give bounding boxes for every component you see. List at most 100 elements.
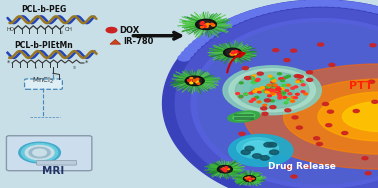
- Circle shape: [195, 80, 197, 82]
- Circle shape: [196, 78, 199, 80]
- Circle shape: [273, 84, 277, 86]
- Text: IR-780: IR-780: [123, 37, 153, 46]
- Circle shape: [22, 144, 58, 162]
- Circle shape: [252, 79, 256, 81]
- Circle shape: [279, 87, 282, 89]
- Circle shape: [282, 84, 286, 86]
- Circle shape: [197, 36, 209, 42]
- Circle shape: [196, 82, 199, 83]
- Circle shape: [248, 178, 250, 179]
- Circle shape: [274, 89, 278, 91]
- Circle shape: [285, 90, 289, 92]
- Circle shape: [221, 168, 223, 170]
- Circle shape: [205, 26, 208, 27]
- Circle shape: [266, 88, 270, 90]
- Circle shape: [245, 77, 251, 80]
- Polygon shape: [110, 39, 121, 44]
- Text: $_{13}$: $_{13}$: [59, 30, 64, 37]
- Circle shape: [226, 167, 228, 168]
- Circle shape: [353, 109, 359, 112]
- Circle shape: [212, 25, 215, 26]
- Circle shape: [276, 86, 280, 88]
- Circle shape: [303, 0, 315, 6]
- Circle shape: [270, 106, 276, 109]
- Circle shape: [252, 75, 256, 77]
- Circle shape: [233, 52, 235, 54]
- Circle shape: [255, 96, 259, 98]
- Circle shape: [249, 178, 251, 179]
- Circle shape: [206, 23, 209, 25]
- Circle shape: [263, 6, 275, 12]
- Circle shape: [272, 88, 276, 90]
- Circle shape: [268, 143, 277, 147]
- Circle shape: [369, 80, 375, 83]
- Circle shape: [267, 85, 271, 86]
- Circle shape: [248, 179, 249, 180]
- Circle shape: [243, 141, 272, 155]
- Circle shape: [249, 77, 253, 79]
- Circle shape: [257, 101, 261, 103]
- Circle shape: [217, 165, 232, 173]
- Circle shape: [270, 5, 282, 11]
- Circle shape: [287, 99, 290, 100]
- Circle shape: [326, 124, 332, 127]
- Circle shape: [270, 90, 274, 92]
- Circle shape: [285, 109, 291, 112]
- Circle shape: [291, 49, 297, 52]
- Circle shape: [303, 165, 309, 168]
- Circle shape: [291, 175, 297, 178]
- Circle shape: [223, 66, 321, 115]
- Circle shape: [327, 110, 333, 113]
- Circle shape: [351, 3, 363, 9]
- Circle shape: [275, 89, 279, 91]
- Circle shape: [271, 90, 274, 92]
- Circle shape: [318, 43, 324, 46]
- Circle shape: [270, 150, 279, 155]
- Circle shape: [299, 80, 303, 82]
- Circle shape: [287, 75, 290, 77]
- Circle shape: [317, 0, 329, 6]
- Circle shape: [257, 91, 261, 93]
- Circle shape: [272, 89, 276, 91]
- Circle shape: [274, 86, 278, 88]
- FancyBboxPatch shape: [25, 79, 62, 89]
- Circle shape: [342, 132, 348, 135]
- Circle shape: [287, 98, 290, 100]
- Circle shape: [192, 40, 204, 46]
- Circle shape: [232, 16, 245, 22]
- Circle shape: [307, 78, 313, 81]
- Circle shape: [266, 88, 270, 89]
- Text: MnCl$_2$: MnCl$_2$: [33, 76, 54, 86]
- Polygon shape: [318, 92, 378, 141]
- Circle shape: [223, 168, 226, 170]
- Circle shape: [271, 91, 275, 92]
- Circle shape: [230, 53, 232, 55]
- Circle shape: [25, 146, 54, 160]
- Circle shape: [296, 81, 300, 83]
- Circle shape: [276, 91, 279, 93]
- Circle shape: [271, 81, 274, 83]
- Circle shape: [190, 82, 193, 84]
- Circle shape: [296, 93, 299, 95]
- Circle shape: [257, 72, 263, 75]
- Circle shape: [201, 22, 204, 23]
- Circle shape: [253, 154, 262, 158]
- Circle shape: [280, 90, 284, 92]
- Circle shape: [248, 177, 249, 178]
- Circle shape: [223, 169, 226, 170]
- Circle shape: [249, 76, 253, 78]
- Circle shape: [227, 169, 229, 170]
- Circle shape: [181, 51, 194, 57]
- Circle shape: [261, 107, 267, 110]
- Circle shape: [249, 177, 251, 178]
- Circle shape: [263, 104, 266, 106]
- Circle shape: [277, 91, 280, 92]
- Circle shape: [277, 89, 280, 91]
- Circle shape: [227, 18, 239, 24]
- Circle shape: [286, 166, 292, 169]
- Circle shape: [19, 142, 60, 163]
- Circle shape: [271, 100, 274, 102]
- Circle shape: [189, 43, 201, 49]
- Circle shape: [280, 88, 284, 89]
- Circle shape: [274, 89, 278, 91]
